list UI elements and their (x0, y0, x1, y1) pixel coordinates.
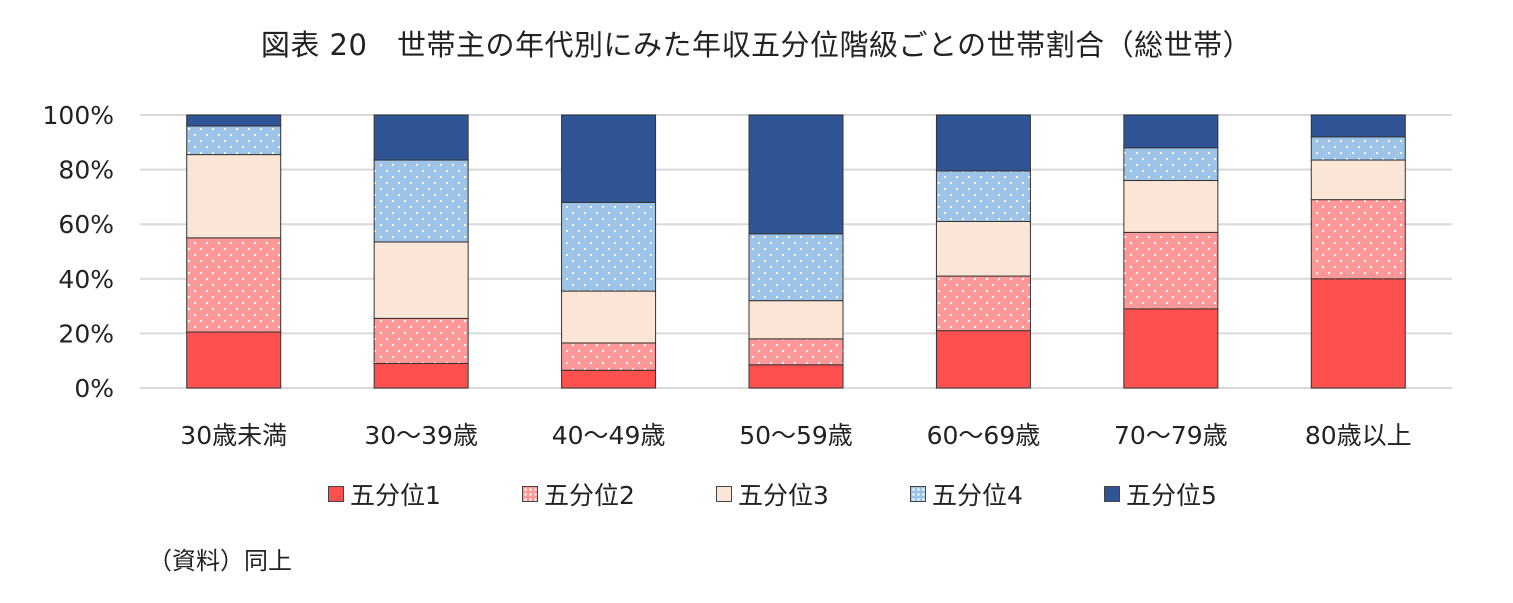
bar-segment (561, 342, 657, 371)
legend-swatch (716, 486, 732, 502)
legend-item: 五分位1 (328, 474, 441, 514)
bar-segment (1123, 180, 1219, 233)
bar-segment (1310, 136, 1406, 161)
bar-segment (186, 237, 282, 333)
legend-item: 五分位5 (1104, 474, 1217, 514)
bar-segment (1310, 199, 1406, 280)
legend-label: 五分位2 (544, 481, 635, 510)
x-axis-category-labels: 30歳未満 30～39歳 40～49歳 50～59歳 60～69歳 70～79歳 80歳以上 (180, 421, 1411, 450)
bar-segment (1310, 159, 1406, 201)
bar-segment (1123, 147, 1219, 182)
bar-segment (561, 201, 657, 292)
bars (186, 114, 1406, 389)
y-tick-label: 40% (58, 265, 114, 294)
bar-segment (1310, 278, 1406, 389)
bar-segment (186, 125, 282, 156)
bar-segment (1123, 308, 1219, 389)
x-category-label: 70～79歳 (1114, 421, 1228, 450)
x-category-label: 30～39歳 (364, 421, 478, 450)
bar-segment (748, 114, 844, 235)
y-tick-label: 80% (58, 156, 114, 185)
chart-title: 図表 20 世帯主の年代別にみた年収五分位階級ごとの世帯割合（総世帯） (260, 28, 1253, 62)
bar-segment (935, 220, 1031, 277)
stacked-bar-chart: 0% 20% 40% 60% 80% 100% 30歳未満 30～39歳 40～49歳 50～5… (43, 101, 1452, 450)
bar-segment (935, 170, 1031, 222)
bar-segment (186, 331, 282, 389)
legend-item: 五分位3 (716, 474, 829, 514)
y-tick-label: 100% (43, 101, 114, 130)
bar-segment (935, 275, 1031, 332)
bar-segment (561, 290, 657, 344)
legend-item: 五分位2 (522, 474, 635, 514)
bar-segment (373, 317, 469, 364)
y-tick-label: 0% (74, 374, 114, 403)
legend-swatch (1104, 486, 1120, 502)
legend-swatch (328, 486, 344, 502)
y-tick-label: 60% (58, 210, 114, 239)
x-category-label: 30歳未満 (180, 421, 287, 450)
legend-swatch (910, 486, 926, 502)
legend-swatch (522, 486, 538, 502)
source-note: （資料）同上 (148, 547, 292, 575)
x-category-label: 80歳以上 (1305, 421, 1412, 450)
bar-segment (373, 159, 469, 243)
bar-segment (373, 362, 469, 389)
x-category-label: 60～69歳 (927, 421, 1041, 450)
bar-segment (373, 114, 469, 161)
bar-segment (1310, 114, 1406, 138)
bar-segment (748, 233, 844, 302)
x-category-label: 50～59歳 (739, 421, 853, 450)
legend-label: 五分位4 (932, 481, 1023, 510)
bar-segment (748, 338, 844, 366)
x-category-label: 40～49歳 (552, 421, 666, 450)
bar-segment (935, 114, 1031, 172)
legend-item: 五分位4 (910, 474, 1023, 514)
bar-segment (561, 114, 657, 203)
bar-segment (748, 300, 844, 340)
bar-segment (186, 154, 282, 239)
bar-segment (373, 241, 469, 319)
legend-label: 五分位3 (738, 481, 829, 510)
bar-segment (935, 330, 1031, 389)
bar-segment (748, 364, 844, 389)
bar-segment (186, 114, 282, 127)
bar-segment (1123, 231, 1219, 310)
y-axis-tick-labels: 0% 20% 40% 60% 80% 100% (43, 101, 114, 403)
bar-segment (561, 369, 657, 389)
y-tick-label: 20% (58, 319, 114, 348)
bar-segment (1123, 114, 1219, 149)
legend: 五分位1 五分位2 五分位3 五分位4 五分位5 (0, 474, 1513, 514)
legend-label: 五分位5 (1126, 481, 1217, 510)
legend-label: 五分位1 (350, 481, 441, 510)
